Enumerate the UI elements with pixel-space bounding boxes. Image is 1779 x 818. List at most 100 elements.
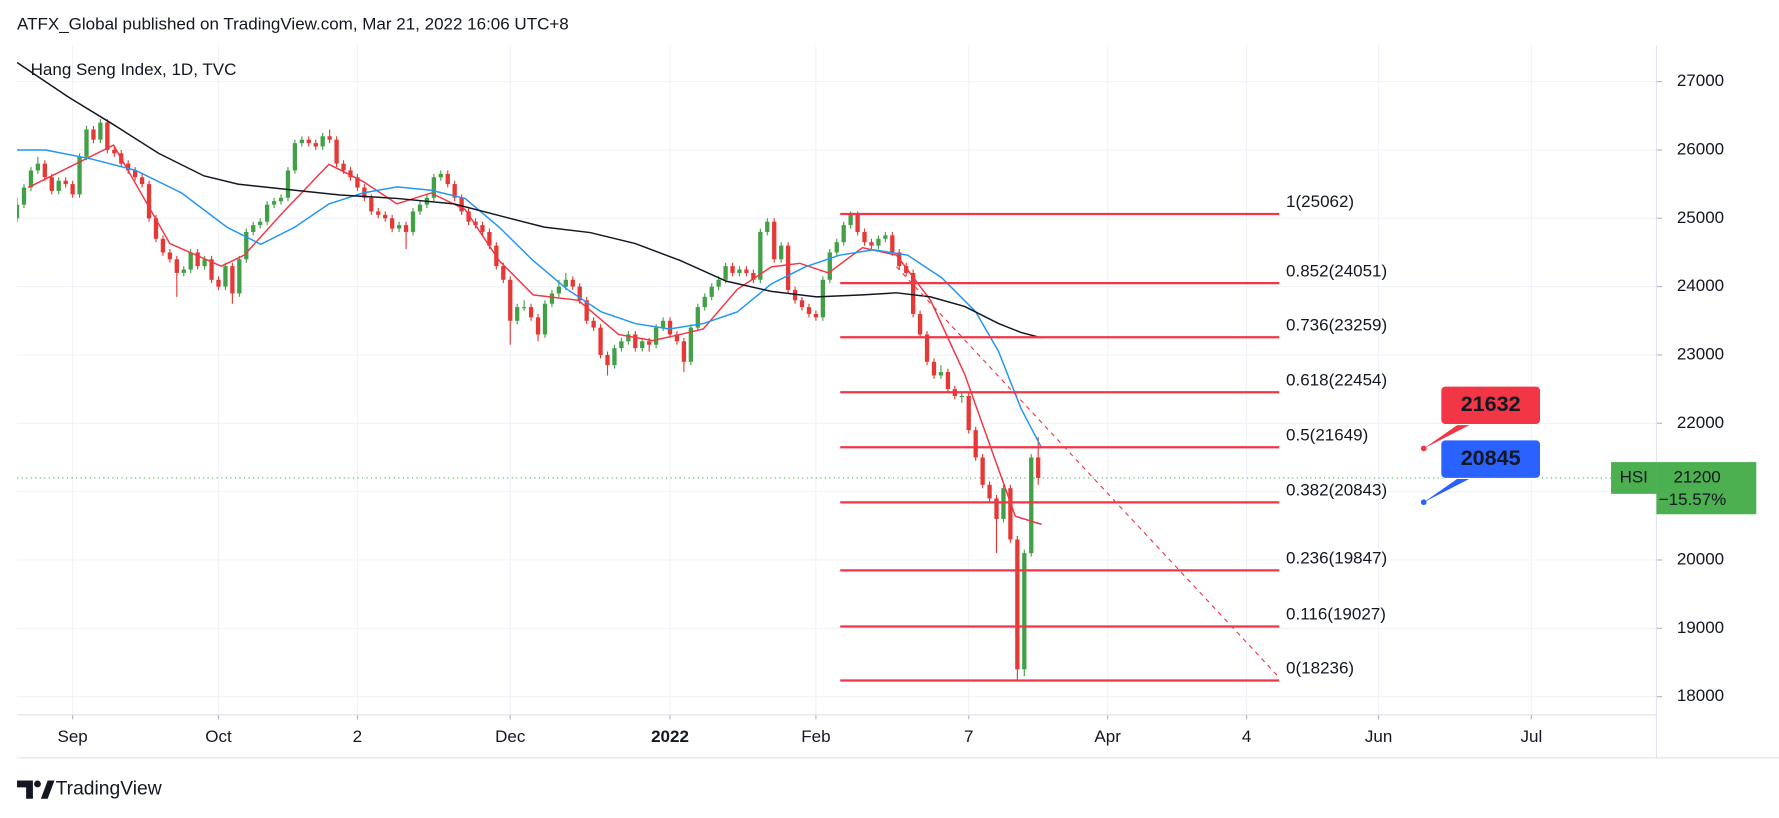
- candle-body: [17, 204, 20, 219]
- x-tick-label: Jul: [1521, 727, 1543, 746]
- moving-average: [27, 144, 1042, 526]
- candle-body: [535, 317, 541, 335]
- candle-body: [237, 259, 242, 294]
- candle-body: [369, 197, 374, 212]
- y-tick-label: 18000: [1677, 686, 1724, 705]
- candle-body: [320, 136, 325, 147]
- candle-body: [1022, 553, 1027, 670]
- candle-body: [327, 136, 332, 140]
- candle-body: [744, 269, 749, 273]
- candle-body: [334, 139, 339, 164]
- candle-body: [758, 231, 763, 280]
- price-label-point: [1420, 445, 1427, 452]
- candle-body: [153, 218, 159, 239]
- overlay: 1800019000200002100022000230002400025000…: [57, 71, 1757, 746]
- candle-body: [1036, 457, 1041, 478]
- candle-body: [959, 395, 964, 398]
- candle-body: [383, 214, 388, 219]
- candle-body: [765, 221, 770, 232]
- candle-body: [883, 235, 888, 239]
- candle-body: [251, 225, 256, 232]
- candle-body: [230, 266, 235, 294]
- x-tick-label: 2022: [651, 727, 689, 746]
- candle-body: [973, 430, 978, 458]
- candle-body: [806, 307, 812, 314]
- candle-body: [473, 221, 478, 226]
- footer-brand: TradingView: [56, 779, 162, 800]
- candle-body: [49, 177, 54, 191]
- fib-label: 0.852(24051): [1286, 261, 1387, 280]
- candle-body: [244, 231, 249, 260]
- candle-body: [862, 231, 867, 243]
- candle-body: [515, 307, 520, 321]
- symbol-label: HSI: [1620, 467, 1648, 486]
- candle-body: [438, 173, 443, 178]
- candle-body: [660, 320, 666, 328]
- candle-body: [202, 259, 207, 267]
- candle-body: [911, 272, 916, 314]
- x-tick-label: 4: [1242, 727, 1251, 746]
- moving-average: [17, 149, 1043, 449]
- candle-body: [223, 266, 228, 287]
- candle-body: [306, 139, 311, 144]
- candle-body: [695, 307, 700, 328]
- candle-body: [410, 211, 416, 232]
- candle-body: [633, 334, 638, 349]
- candle-body: [174, 259, 179, 273]
- candle-body: [70, 184, 75, 195]
- candle-body: [431, 177, 436, 198]
- x-tick-label: Dec: [495, 727, 526, 746]
- candle-body: [556, 286, 562, 294]
- candle-body: [209, 259, 214, 280]
- candle-body: [1029, 457, 1034, 554]
- candle-body: [146, 184, 152, 219]
- candle-body: [258, 221, 263, 226]
- fib-label: 0(18236): [1286, 659, 1354, 678]
- candle-body: [35, 163, 41, 171]
- current-price-box: [1656, 462, 1757, 515]
- x-tick-label: Feb: [801, 727, 830, 746]
- candle-body: [987, 484, 992, 499]
- candle-body: [785, 245, 791, 291]
- candle-body: [827, 252, 832, 280]
- symbol-box: [1611, 462, 1657, 494]
- candle-body: [626, 334, 631, 342]
- candle-body: [264, 204, 270, 222]
- price-label-box: [1440, 385, 1542, 426]
- x-tick-label: Apr: [1094, 727, 1121, 746]
- candle-body: [612, 348, 617, 366]
- candle-body: [702, 296, 707, 308]
- current-change-label: −15.57%: [1659, 490, 1727, 509]
- candle-body: [355, 177, 360, 188]
- y-tick-label: 24000: [1677, 276, 1724, 295]
- candle-body: [674, 334, 680, 342]
- candle-body: [487, 231, 492, 246]
- candle-body: [278, 197, 284, 202]
- candle-body: [501, 266, 506, 280]
- candle-body: [195, 252, 200, 267]
- candle-body: [876, 238, 881, 246]
- candle-body: [63, 180, 68, 185]
- candle-body: [112, 149, 117, 154]
- candle-body: [966, 395, 971, 431]
- candle-body: [313, 143, 318, 147]
- candle-body: [56, 180, 61, 191]
- fib-label: 0.236(19847): [1286, 549, 1387, 568]
- fib-label: 1(25062): [1286, 192, 1354, 211]
- candle-body: [570, 279, 575, 287]
- candle-body: [466, 211, 471, 222]
- y-tick-label: 20000: [1677, 549, 1724, 568]
- candle-body: [271, 201, 277, 205]
- fib-label: 0.5(21649): [1286, 425, 1368, 444]
- candle-body: [285, 170, 291, 198]
- candle-body: [584, 300, 589, 321]
- y-tick-label: 27000: [1677, 71, 1724, 90]
- candle-body: [139, 177, 145, 185]
- candle-body: [917, 313, 923, 335]
- candle-body: [396, 225, 402, 229]
- candle-body: [21, 187, 27, 205]
- candle-body: [1015, 539, 1020, 670]
- price-label: 20845: [1461, 445, 1521, 470]
- grid: [17, 45, 1663, 720]
